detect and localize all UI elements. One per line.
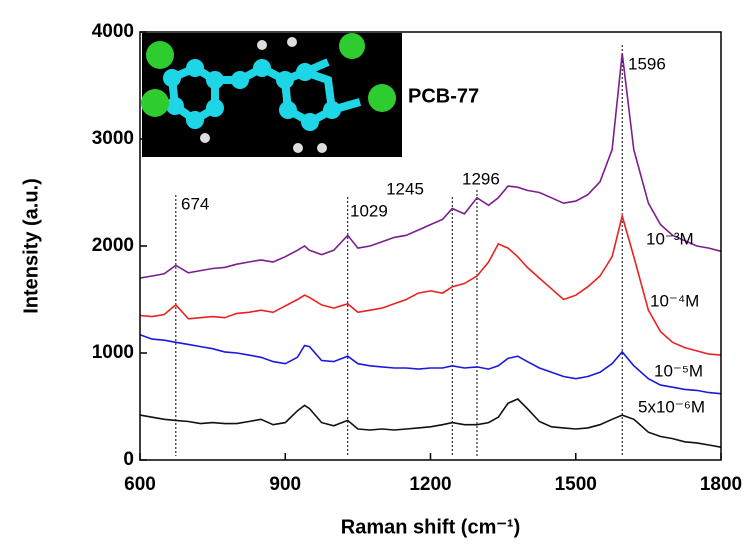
- series-label: 10⁻⁵M: [654, 361, 703, 380]
- y-tick-label: 1000: [92, 342, 134, 363]
- x-tick-label: 1800: [700, 474, 742, 495]
- y-tick-label: 3000: [92, 128, 134, 149]
- inset-label: PCB-77: [408, 85, 479, 107]
- x-tick-label: 900: [269, 474, 301, 495]
- peak-label: 1596: [628, 54, 666, 73]
- x-tick-label: 600: [124, 474, 156, 495]
- peak-label: 1029: [350, 201, 388, 220]
- x-tick-label: 1500: [555, 474, 597, 495]
- peak-label: 674: [181, 194, 209, 213]
- series-line: [140, 216, 721, 355]
- y-tick-label: 2000: [92, 235, 134, 256]
- series-label: 10⁻⁴M: [650, 291, 699, 310]
- peak-label: 1296: [462, 169, 500, 188]
- x-axis-title: Raman shift (cm⁻¹): [341, 516, 520, 538]
- series-label: 5x10⁻⁶M: [638, 397, 705, 416]
- inset-molecule: [141, 33, 402, 157]
- x-tick-label: 1200: [409, 474, 451, 495]
- series-line: [140, 399, 721, 447]
- peak-label: 1245: [386, 179, 424, 198]
- series-line: [140, 335, 721, 394]
- y-tick-label: 0: [123, 449, 134, 470]
- chart: 600 900 1200 1500 1800 0 1000 2000 3000 4000 Raman…: [0, 0, 751, 548]
- series-label: 10⁻³M: [646, 229, 694, 248]
- y-axis-title: Intensity (a.u.): [20, 178, 42, 314]
- y-tick-label: 4000: [92, 21, 134, 42]
